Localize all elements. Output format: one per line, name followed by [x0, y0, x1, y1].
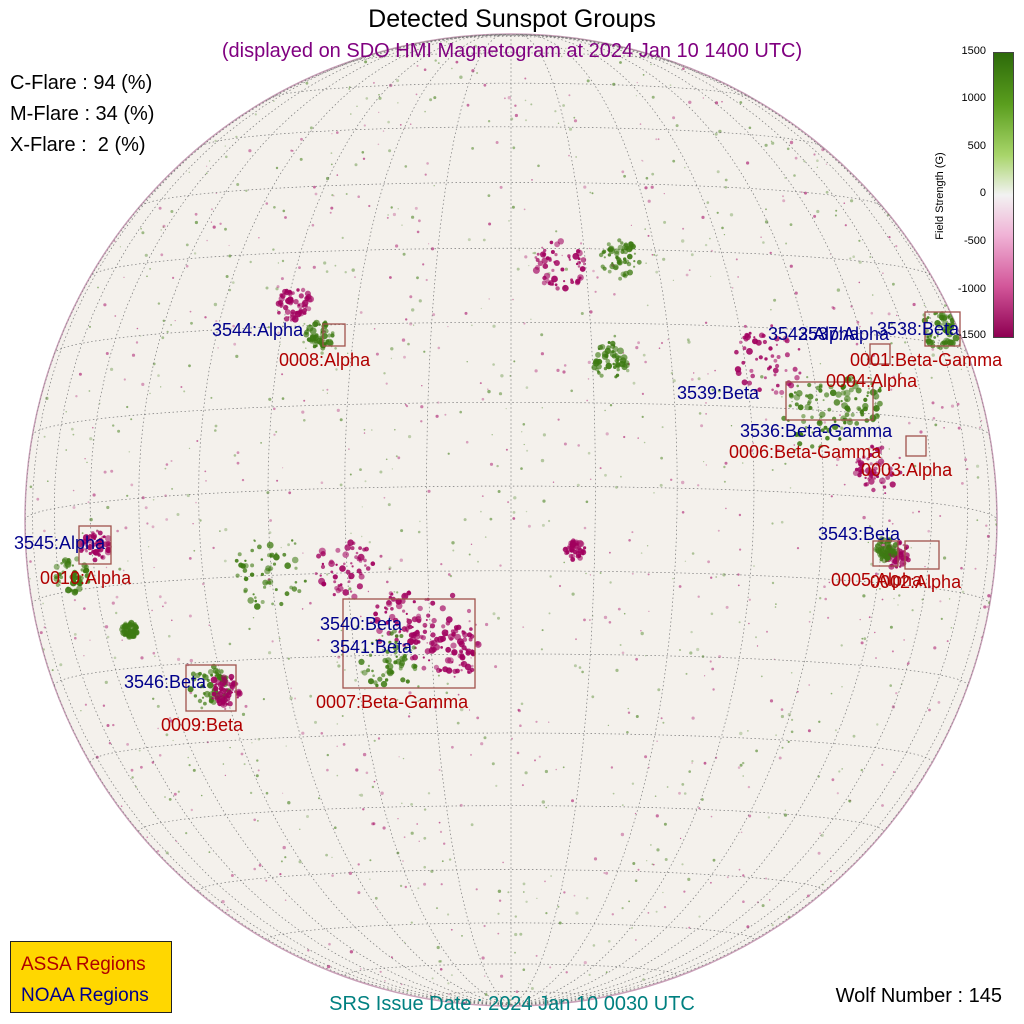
longitude-line — [510, 34, 884, 1006]
longitude-line — [267, 34, 512, 1006]
region-box — [342, 598, 476, 689]
longitude-line — [344, 34, 512, 1006]
colorbar-tick: 0 — [979, 187, 986, 199]
latitude-line — [138, 805, 884, 832]
assa-region-label: 0002:Alpha — [870, 572, 962, 592]
region-box — [904, 540, 940, 570]
latitude-line — [89, 732, 933, 763]
latitude-line — [267, 82, 755, 101]
assa-region-label: 0006:Beta-Gamma — [729, 442, 882, 462]
srs-issue-date: SRS Issue Date : 2024 Jan 10 0030 UTC — [329, 993, 695, 1015]
legend-assa-regions: ASSA Regions — [21, 954, 146, 975]
colorbar-tick: -1000 — [957, 283, 986, 295]
region-box — [322, 323, 346, 347]
magnetic-field-texture — [29, 41, 997, 1006]
region-box — [785, 381, 874, 421]
region-box — [185, 664, 237, 712]
assa-region-label: 0009:Beta — [161, 715, 244, 735]
region-box — [924, 311, 961, 347]
colorbar-label: Field Strength (G) — [934, 152, 946, 240]
noaa-region-label: 3537:Alpha — [798, 324, 890, 344]
heliographic-grid — [25, 34, 997, 1006]
assa-region-label: 0008:Alpha — [279, 350, 371, 370]
c-flare-probability: C-Flare : 94 (%) — [10, 72, 153, 94]
noaa-region-label: 3546:Beta — [124, 672, 207, 692]
longitude-line — [138, 34, 512, 1006]
latitude-line — [198, 869, 824, 892]
x-flare-probability: X-Flare : 2 (%) — [10, 134, 146, 156]
latitude-line — [138, 182, 884, 209]
colorbar-tick: -500 — [963, 235, 986, 247]
assa-region-label: 0007:Beta-Gamma — [316, 692, 469, 712]
colorbar-tick: 1000 — [961, 92, 986, 104]
noaa-region-label: 3538:Beta — [877, 319, 960, 339]
longitude-line — [510, 34, 755, 1006]
noaa-region-label: 3540:Beta — [320, 614, 403, 634]
region-legend: ASSA Regions NOAA Regions — [10, 941, 172, 1013]
noaa-region-label: 3542:Alpha — [768, 324, 860, 344]
active-region-patches — [53, 238, 960, 708]
region-box — [872, 540, 899, 567]
noaa-region-label: 3545:Alpha — [14, 533, 106, 553]
m-flare-probability: M-Flare : 34 (%) — [10, 103, 155, 125]
longitude-line — [510, 34, 969, 1006]
assa-region-label: 0001:Beta-Gamma — [850, 350, 1003, 370]
assa-region-label: 0010:Alpha — [40, 568, 132, 588]
noaa-region-label: 3543:Beta — [818, 524, 901, 544]
longitude-line — [510, 34, 933, 1006]
latitude-line — [426, 991, 596, 998]
assa-region-label: 0005:Alpha — [831, 570, 923, 590]
region-boxes — [78, 311, 961, 712]
wolf-number: Wolf Number : 145 — [835, 985, 1002, 1007]
assa-region-label: 0003:Alpha — [861, 460, 953, 480]
latitude-line — [53, 321, 969, 355]
region-box — [869, 343, 891, 365]
noaa-region-label: 3536:Beta-Gamma — [740, 421, 893, 441]
assa-region-label: 0004:Alpha — [826, 371, 918, 391]
colorbar — [993, 52, 1014, 338]
latitude-line — [426, 36, 596, 43]
longitude-line — [426, 34, 512, 1006]
region-box — [905, 435, 927, 457]
page-subtitle: (displayed on SDO HMI Magnetogram at 202… — [221, 40, 803, 62]
latitude-line — [198, 126, 824, 149]
latitude-line — [25, 485, 997, 521]
region-box — [78, 525, 112, 565]
colorbar-tick: 500 — [967, 140, 986, 152]
longitude-line — [510, 34, 596, 1006]
latitude-line — [267, 922, 755, 941]
noaa-region-label: 3539:Beta — [677, 383, 760, 403]
colorbar-tick: -1500 — [957, 329, 986, 341]
page-title: Detected Sunspot Groups — [368, 5, 656, 33]
colorbar-tick: 1500 — [961, 45, 986, 57]
noaa-region-label: 3544:Alpha — [212, 320, 304, 340]
legend-noaa-regions: NOAA Regions — [21, 985, 149, 1006]
latitude-line — [53, 653, 969, 686]
latitude-line — [89, 247, 933, 278]
noaa-region-label: 3541:Beta — [330, 637, 413, 657]
